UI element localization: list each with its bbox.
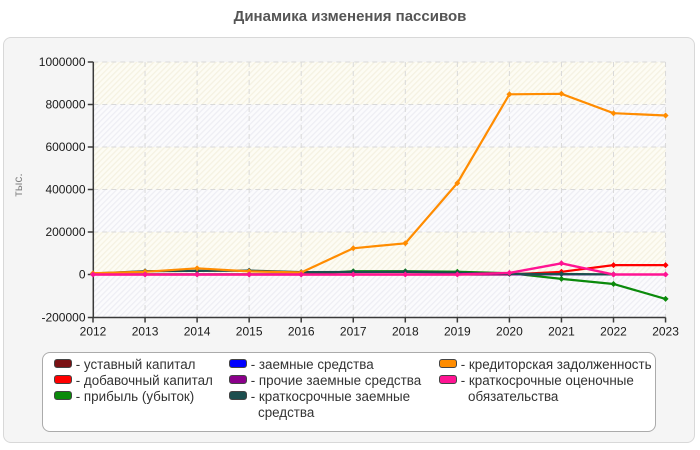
svg-text:400000: 400000 [45, 183, 85, 197]
svg-text:2017: 2017 [340, 325, 367, 339]
svg-text:800000: 800000 [45, 98, 85, 112]
svg-text:2022: 2022 [600, 325, 627, 339]
svg-text:200000: 200000 [45, 225, 85, 239]
svg-text:2023: 2023 [652, 325, 679, 339]
svg-text:тыс.: тыс. [11, 173, 25, 196]
svg-text:2020: 2020 [496, 325, 523, 339]
svg-text:-200000: -200000 [41, 311, 85, 325]
svg-text:2016: 2016 [288, 325, 315, 339]
svg-text:1000000: 1000000 [39, 55, 86, 69]
svg-text:2015: 2015 [236, 325, 263, 339]
svg-text:2014: 2014 [184, 325, 211, 339]
svg-text:2021: 2021 [548, 325, 575, 339]
svg-text:0: 0 [79, 268, 86, 282]
svg-text:2013: 2013 [132, 325, 159, 339]
svg-text:2012: 2012 [80, 325, 107, 339]
svg-text:600000: 600000 [45, 140, 85, 154]
svg-text:2018: 2018 [392, 325, 419, 339]
svg-text:2019: 2019 [444, 325, 471, 339]
